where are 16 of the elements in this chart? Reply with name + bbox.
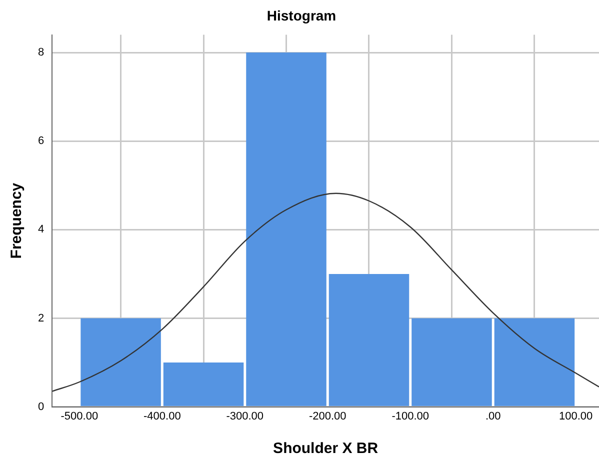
x-tick-label: -400.00 bbox=[144, 410, 181, 422]
x-tick-label: -300.00 bbox=[226, 410, 264, 422]
y-tick-label: 2 bbox=[38, 312, 44, 324]
x-tick-label: -500.00 bbox=[60, 410, 98, 422]
line-series bbox=[52, 192, 599, 392]
x-axis-title: Shoulder X BR bbox=[273, 440, 378, 458]
x-tick-label: 100.00 bbox=[559, 410, 593, 422]
x-tick-label: .00 bbox=[485, 410, 501, 422]
y-tick-label: 6 bbox=[38, 135, 44, 148]
x-tick-label: -100.00 bbox=[392, 410, 430, 422]
y-axis-title: Frequency bbox=[8, 182, 26, 259]
y-tick-label: 8 bbox=[38, 46, 44, 59]
y-tick-label: 0 bbox=[38, 400, 44, 413]
chart-title: Histogram bbox=[266, 7, 336, 24]
y-tick-label: 4 bbox=[38, 224, 44, 236]
x-tick-label: -200.00 bbox=[308, 410, 346, 422]
